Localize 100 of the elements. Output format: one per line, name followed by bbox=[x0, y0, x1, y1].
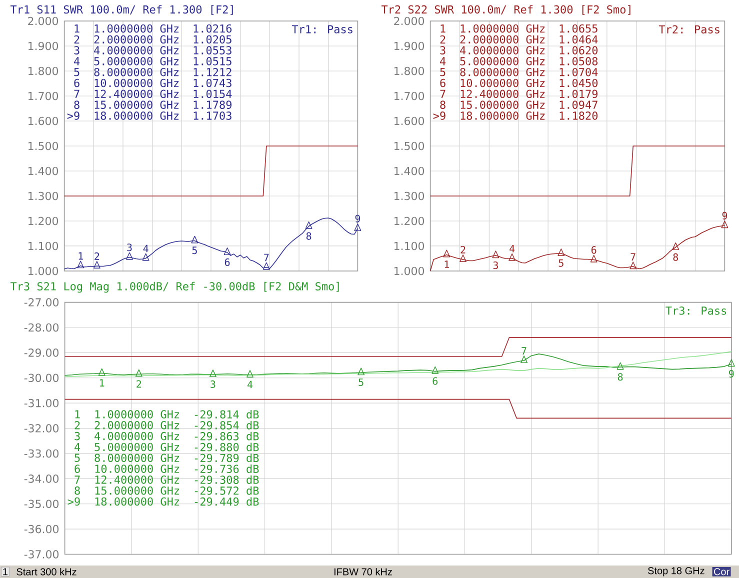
annotation: 1.0000000 GHz bbox=[95, 410, 180, 418]
annotation: 1 bbox=[440, 24, 446, 32]
annotation: 5 bbox=[440, 68, 446, 76]
annotation: 15.000000 GHz bbox=[460, 100, 545, 109]
annotation: 1.0179 bbox=[560, 90, 598, 98]
annotation: 4.0000000 GHz bbox=[94, 46, 179, 54]
annotation: 5.0000000 GHz bbox=[460, 57, 545, 66]
annotation: 2 bbox=[460, 246, 466, 254]
y-tick-label: -34.00 bbox=[24, 474, 59, 483]
annotation: 4 bbox=[143, 244, 148, 252]
annotation: 7 bbox=[630, 253, 636, 261]
annotation: -29.736 dB bbox=[194, 464, 259, 474]
annotation: 4 bbox=[74, 442, 80, 451]
point bbox=[135, 369, 142, 377]
annotation: 15.000000 GHz bbox=[94, 100, 179, 109]
annotation: 1.0216 bbox=[194, 24, 232, 33]
y-tick-label: 1.200 bbox=[28, 216, 58, 226]
annotation: 1.0704 bbox=[560, 68, 598, 76]
y-tick-label: -37.00 bbox=[24, 550, 59, 558]
y-tick-label: 1.800 bbox=[394, 66, 424, 76]
annotation: 3 bbox=[440, 46, 446, 54]
text: Cor bbox=[714, 568, 730, 576]
y-tick-label: 1.000 bbox=[28, 266, 58, 276]
annotation: 18.000000 GHz bbox=[460, 112, 545, 120]
annotation: Tr3: Pass bbox=[666, 306, 726, 315]
y-tick-label: -31.00 bbox=[24, 398, 59, 408]
annotation: -29.449 dB bbox=[194, 497, 259, 506]
text: IFBW 70 kHz bbox=[334, 568, 392, 576]
annotation: 3 bbox=[74, 432, 80, 440]
point bbox=[520, 356, 528, 364]
point bbox=[728, 359, 735, 367]
annotation: 7 bbox=[440, 90, 446, 98]
annotation: >9 bbox=[433, 112, 446, 120]
annotation: 7 bbox=[522, 347, 526, 354]
annotation: 2 bbox=[440, 35, 446, 44]
point bbox=[630, 262, 637, 270]
annotation: 1.1703 bbox=[194, 112, 232, 120]
annotation: 4 bbox=[440, 57, 446, 66]
annotation: 1.0743 bbox=[194, 78, 232, 88]
point bbox=[224, 248, 231, 256]
y-tick-label: 1.500 bbox=[394, 142, 424, 150]
y-tick-label: -28.00 bbox=[24, 323, 59, 332]
y-tick-label: 1.500 bbox=[28, 142, 58, 150]
point bbox=[616, 362, 624, 370]
annotation: 8 bbox=[440, 100, 446, 109]
annotation: 2.0000000 GHz bbox=[460, 35, 545, 44]
point bbox=[246, 370, 254, 378]
y-tick-label: 1.600 bbox=[28, 116, 58, 126]
text: 1 bbox=[3, 568, 8, 576]
y-tick-label: -32.00 bbox=[24, 424, 59, 432]
annotation: 1.0450 bbox=[560, 78, 598, 88]
y-tick-label: 1.700 bbox=[28, 92, 58, 100]
annotation: 10.000000 GHz bbox=[94, 78, 179, 88]
y-tick-label: 1.600 bbox=[394, 116, 424, 126]
point bbox=[358, 368, 365, 376]
point bbox=[492, 250, 500, 258]
annotation: -29.880 dB bbox=[194, 442, 259, 452]
annotation: 1.0947 bbox=[560, 100, 598, 109]
annotation: >9 bbox=[67, 112, 80, 120]
annotation: 6 bbox=[74, 78, 80, 88]
y-tick-label: 2.000 bbox=[394, 16, 424, 26]
annotation: 1.1212 bbox=[194, 68, 232, 76]
chart-title: Tr2 S22 SWR 100.0m/ Ref 1.300 [F2 Smo] bbox=[381, 5, 630, 15]
annotation: 3 bbox=[127, 244, 132, 252]
annotation: 1 bbox=[78, 252, 83, 260]
point bbox=[460, 254, 466, 262]
annotation: 12.400000 GHz bbox=[95, 476, 180, 484]
annotation: 1.0620 bbox=[560, 46, 598, 54]
annotation: 8.0000000 GHz bbox=[460, 68, 545, 76]
point bbox=[142, 253, 150, 261]
annotation: 18.000000 GHz bbox=[95, 497, 180, 506]
annotation: 4.0000000 GHz bbox=[94, 432, 180, 440]
annotation: 8 bbox=[618, 373, 623, 381]
point bbox=[305, 221, 312, 229]
annotation: 4 bbox=[74, 57, 80, 66]
annotation: 4.0000000 GHz bbox=[460, 46, 545, 54]
annotation: Tr2: Pass bbox=[658, 25, 720, 34]
point bbox=[721, 220, 728, 228]
y-tick-label: 1.100 bbox=[28, 242, 58, 250]
point bbox=[354, 224, 362, 232]
annotation: 1.0515 bbox=[194, 57, 232, 66]
point bbox=[126, 252, 133, 260]
annotation: 6 bbox=[440, 78, 446, 88]
annotation: 9 bbox=[729, 370, 734, 378]
annotation: 6 bbox=[432, 377, 438, 385]
annotation: 3 bbox=[74, 46, 80, 54]
annotation: 8.0000000 GHz bbox=[94, 454, 180, 462]
annotation: 1.0464 bbox=[560, 35, 598, 44]
annotation: >9 bbox=[68, 497, 80, 506]
annotation: -29.572 dB bbox=[194, 486, 259, 495]
annotation: 1.0655 bbox=[560, 24, 598, 33]
annotation: 8 bbox=[74, 486, 80, 495]
annotation: 5.0000000 GHz bbox=[94, 57, 179, 66]
point bbox=[98, 368, 106, 376]
point bbox=[432, 366, 439, 374]
annotation: 9 bbox=[722, 212, 728, 220]
point bbox=[262, 262, 270, 270]
annotation: 7 bbox=[264, 254, 269, 262]
y-tick-label: 1.300 bbox=[28, 192, 58, 200]
annotation: 1.0553 bbox=[194, 46, 232, 54]
